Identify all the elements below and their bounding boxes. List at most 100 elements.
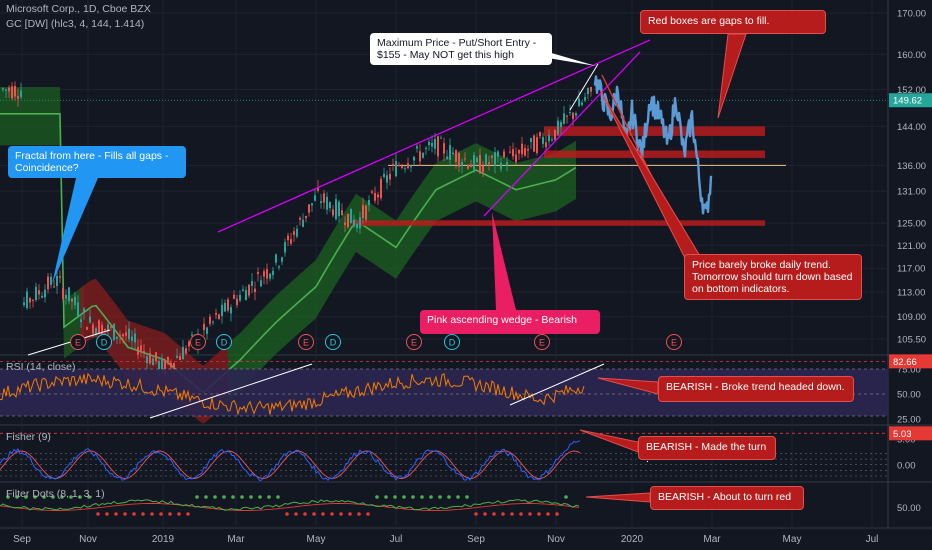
candle-body <box>308 204 310 213</box>
candle-body <box>68 287 70 302</box>
candle-body <box>167 357 169 364</box>
candle-body <box>371 191 373 193</box>
filter-dot <box>267 495 271 499</box>
filter-dot <box>546 512 550 516</box>
wedge-note[interactable]: Pink ascending wedge - Bearish <box>420 310 600 334</box>
candle-body <box>251 281 253 286</box>
candle-body <box>425 147 427 149</box>
candle-body <box>203 323 205 331</box>
candle-body <box>293 231 295 235</box>
candle-body <box>548 135 550 142</box>
candle-body <box>437 136 439 157</box>
filter-dot <box>366 512 370 516</box>
symbol-title[interactable]: Microsoft Corp., 1D, Cboe BZX <box>6 3 151 15</box>
candle-body <box>149 353 151 364</box>
candle-body <box>278 266 280 268</box>
candle-body <box>164 361 166 375</box>
filter-dot <box>78 495 82 499</box>
rsi-y-tick-0: 25.00 <box>897 415 921 426</box>
candle-body <box>590 86 592 92</box>
candle-body <box>467 165 469 169</box>
candle-body <box>182 346 184 360</box>
gaps-note[interactable]: Red boxes are gaps to fill. <box>640 10 826 34</box>
fractal-note[interactable]: Fractal from here - Fills all gaps - Coi… <box>8 146 186 178</box>
candle-body <box>449 144 451 160</box>
candle-body <box>134 333 136 343</box>
event-marker-9 <box>666 334 682 350</box>
candle-body <box>62 287 64 299</box>
rsi-trendline-a <box>149 363 313 419</box>
filter-dot <box>33 495 37 499</box>
candle-body <box>179 356 181 360</box>
event-marker-1 <box>96 334 112 350</box>
last-price-badge-bg <box>889 93 932 108</box>
candle-body <box>401 165 403 169</box>
dots-fast-line <box>0 499 580 511</box>
rsi-note[interactable]: BEARISH - Broke trend headed down. <box>658 376 854 402</box>
candle-body <box>431 142 433 147</box>
candle-body <box>458 152 460 167</box>
candle-body <box>227 299 229 311</box>
filter-dot <box>105 512 109 516</box>
candle-body <box>545 142 547 148</box>
candle-body <box>359 217 361 229</box>
trend-note[interactable]: Price barely broke daily trend. Tomorrow… <box>684 254 862 300</box>
candle-body <box>380 178 382 199</box>
candle-body <box>89 316 91 323</box>
candle-body <box>101 324 103 336</box>
event-marker-label-6: E <box>411 338 417 348</box>
filter-dot <box>393 495 397 499</box>
candle-body <box>440 137 442 139</box>
candle-body <box>239 294 241 301</box>
event-marker-label-5: D <box>330 338 337 348</box>
x-tick-6: Sep <box>467 534 485 545</box>
candle-body <box>287 235 289 241</box>
candle-body <box>254 288 256 293</box>
filter-dots-note[interactable]: BEARISH - About to turn red <box>650 486 804 510</box>
candle-body <box>95 328 97 335</box>
indicator-label[interactable]: GC [DW] (hlc3, 4, 144, 1.414) <box>6 18 145 30</box>
filter-dot <box>285 512 289 516</box>
candle-body <box>125 332 127 336</box>
y-tick-10: 160.00 <box>897 50 926 61</box>
fisher-note[interactable]: BEARISH - Made the turn . <box>638 436 776 465</box>
candle-body <box>206 327 208 334</box>
candle-body <box>491 155 493 158</box>
event-marker-label-8: E <box>539 338 545 348</box>
candle-body <box>344 222 346 225</box>
filter-dots-label[interactable]: Filter Dots (8, 1, 3, 1) <box>6 488 105 500</box>
candle-body <box>128 328 130 340</box>
filter-dot <box>411 495 415 499</box>
x-tick-1: Nov <box>79 534 97 545</box>
candle-body <box>83 308 85 313</box>
candle-body <box>104 328 106 331</box>
candle-body <box>107 324 109 331</box>
candle-body <box>533 135 535 152</box>
candle-body <box>530 138 532 143</box>
x-tick-8: 2020 <box>621 534 644 545</box>
candle-body <box>356 223 358 229</box>
candle-body <box>512 149 514 157</box>
candle-body <box>452 152 454 155</box>
candle-body <box>17 96 19 99</box>
x-tick-9: Mar <box>703 534 721 545</box>
band-green-late <box>228 140 576 403</box>
candle-body <box>365 205 367 220</box>
candle-body <box>176 355 178 358</box>
candle-body <box>65 294 67 299</box>
candle-body <box>587 88 589 95</box>
fisher-y-tick-0: 0.00 <box>897 460 916 471</box>
max-price-note[interactable]: Maximum Price - Put/Short Entry - $155 -… <box>370 33 552 65</box>
fisher-label[interactable]: Fisher (9) <box>6 431 51 443</box>
candle-body <box>158 361 160 371</box>
candle-body <box>317 187 319 191</box>
filter-dot <box>492 512 496 516</box>
rsi-label[interactable]: RSI (14, close) <box>6 361 76 373</box>
candle-body <box>215 313 217 315</box>
candle-body <box>14 85 16 97</box>
candle-body <box>410 165 412 168</box>
event-marker-2 <box>190 334 206 350</box>
filter-dot <box>537 512 541 516</box>
